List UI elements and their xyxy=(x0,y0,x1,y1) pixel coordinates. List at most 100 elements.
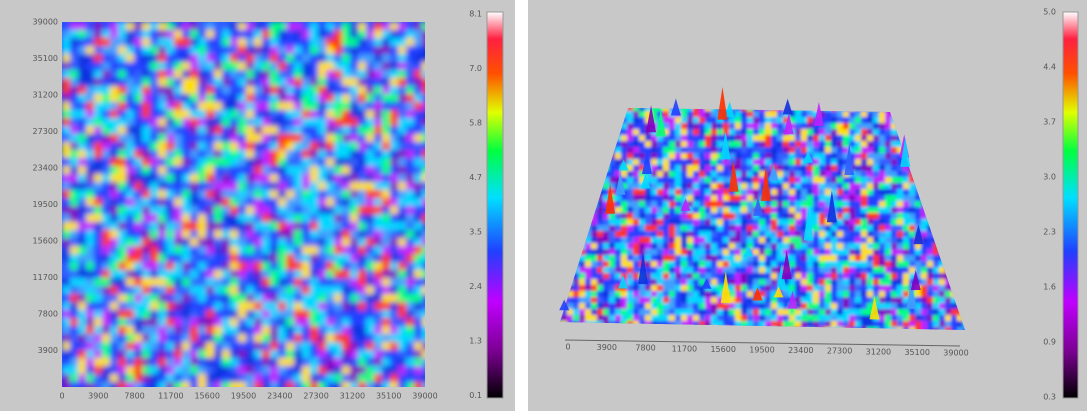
surface-cell xyxy=(909,309,916,316)
surface-cell xyxy=(843,231,850,238)
heatmap-cell xyxy=(102,70,111,79)
surface-cell xyxy=(915,213,922,220)
heatmap-cell xyxy=(414,190,423,199)
heatmap-cell xyxy=(238,222,247,231)
surface-cell xyxy=(639,213,646,220)
surface-cell xyxy=(879,177,886,184)
heatmap-cell xyxy=(390,110,399,119)
heatmap-cell xyxy=(422,134,425,143)
heatmap-cell xyxy=(374,134,383,143)
surface-cell xyxy=(819,237,826,244)
heatmap-cell xyxy=(406,286,415,295)
heatmap-cell xyxy=(198,214,207,223)
surface-cell xyxy=(621,303,628,310)
surface-cell xyxy=(681,231,688,238)
heatmap-cell xyxy=(118,198,127,207)
surface-cell xyxy=(873,225,880,232)
heatmap-cell xyxy=(302,46,311,55)
surface-cell xyxy=(867,303,874,310)
surface-cell xyxy=(891,291,898,298)
heatmap-cell xyxy=(174,294,183,303)
heatmap-cell xyxy=(158,94,167,103)
heatmap-cell xyxy=(310,286,319,295)
surface-cell xyxy=(831,285,838,292)
surface-cell xyxy=(615,153,622,160)
heatmap-cell xyxy=(166,110,175,119)
heatmap-cell xyxy=(350,182,359,191)
heatmap-cell xyxy=(78,350,87,359)
surface-cell xyxy=(855,195,862,202)
heatmap-cell xyxy=(166,294,175,303)
heatmap-cell xyxy=(254,158,263,167)
heatmap-cell xyxy=(262,294,271,303)
surface-cell xyxy=(693,183,700,190)
surface-cell xyxy=(669,297,676,304)
heatmap-cell xyxy=(278,350,287,359)
surface-cell xyxy=(651,255,658,262)
surface-cell xyxy=(885,147,892,154)
heatmap-cell xyxy=(110,302,119,311)
heatmap-cell xyxy=(62,206,71,215)
surface-cell xyxy=(609,315,616,322)
heatmap-cell xyxy=(110,102,119,111)
heatmap-cell xyxy=(398,166,407,175)
surface-cell xyxy=(693,315,700,322)
heatmap-cell xyxy=(254,206,263,215)
heatmap-cell xyxy=(254,254,263,263)
heatmap-cell xyxy=(190,246,199,255)
heatmap-cell xyxy=(246,166,255,175)
surface-cell xyxy=(573,291,580,298)
surface-cell xyxy=(747,231,754,238)
heatmap-cell xyxy=(70,198,79,207)
surface-cell xyxy=(759,309,766,316)
surface-cell xyxy=(753,321,760,328)
surface-cell xyxy=(855,237,862,244)
heatmap-cell xyxy=(166,382,175,387)
colorbar-label: 3.5 xyxy=(469,228,482,237)
surface-cell xyxy=(669,267,676,274)
surface-cell xyxy=(729,141,736,148)
surface-cell xyxy=(903,309,910,316)
heatmap-cell xyxy=(190,198,199,207)
surface-cell xyxy=(879,129,886,136)
heatmap-cell xyxy=(326,46,335,55)
heatmap-cell xyxy=(94,278,103,287)
surface-cell xyxy=(861,123,868,130)
surface-cell xyxy=(651,225,658,232)
heatmap-cell xyxy=(238,70,247,79)
surface-cell xyxy=(795,297,802,304)
heatmap-cell xyxy=(126,278,135,287)
surface-cell xyxy=(819,201,826,208)
heatmap-cell xyxy=(270,326,279,335)
surface-cell xyxy=(657,225,664,232)
surface-cell xyxy=(837,273,844,280)
surface-cell xyxy=(825,171,832,178)
y-tick-label: 15600 xyxy=(33,237,58,246)
heatmap-cell xyxy=(302,238,311,247)
heatmap-cell xyxy=(270,270,279,279)
heatmap-cell xyxy=(166,270,175,279)
heatmap-cell xyxy=(222,286,231,295)
surface-cell xyxy=(687,231,694,238)
heatmap-cell xyxy=(326,54,335,63)
surface-cell xyxy=(837,195,844,202)
heatmap-cell xyxy=(286,94,295,103)
heatmap-cell xyxy=(342,62,351,71)
heatmap-cell xyxy=(182,262,191,271)
heatmap-cell xyxy=(302,134,311,143)
heatmap-cell xyxy=(358,166,367,175)
surface-cell xyxy=(927,285,934,292)
surface-cell xyxy=(837,231,844,238)
surface-cell xyxy=(861,273,868,280)
surface-cell xyxy=(645,153,652,160)
surface-cell xyxy=(765,267,772,274)
heatmap-cell xyxy=(366,366,375,375)
heatmap-cell xyxy=(62,102,71,111)
surface-cell xyxy=(741,177,748,184)
heatmap-cell xyxy=(414,294,423,303)
surface-cell xyxy=(927,327,934,330)
heatmap-cell xyxy=(222,94,231,103)
surface-cell xyxy=(861,315,868,322)
x-tick-label: 15600 xyxy=(194,392,219,401)
surface-cell xyxy=(687,219,694,226)
